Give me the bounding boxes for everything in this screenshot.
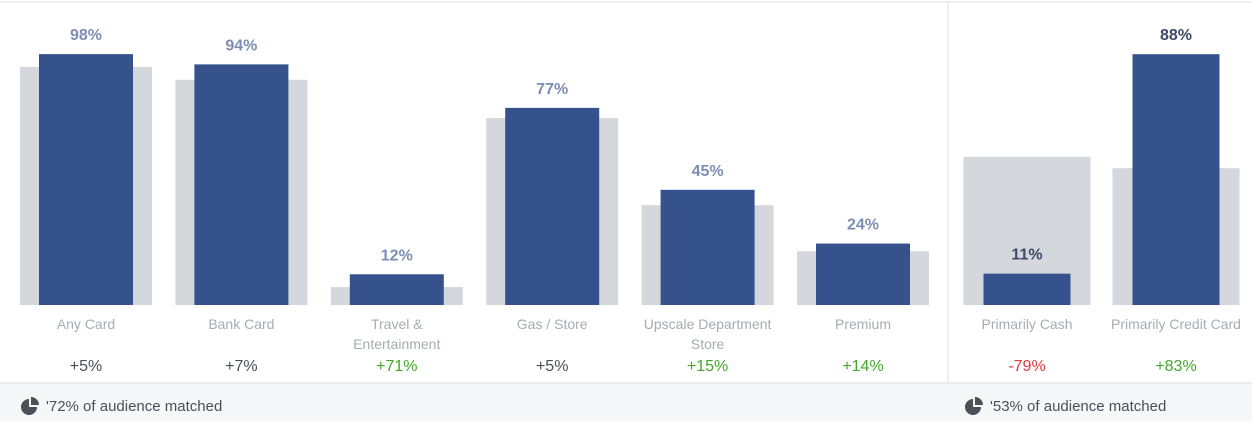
audience-bar: [505, 107, 600, 305]
category-label: Upscale Department Store: [643, 316, 772, 352]
difference-label: +7%: [225, 358, 258, 375]
category-label: Primarily Credit Card: [1111, 316, 1241, 332]
category-label: Primarily Cash: [981, 316, 1073, 332]
value-label: 45%: [692, 163, 724, 180]
difference-label: -79%: [1008, 358, 1046, 375]
value-label: 88%: [1160, 27, 1192, 44]
category-label: Gas / Store: [516, 316, 588, 332]
value-label: 98%: [70, 27, 102, 44]
difference-label: +14%: [842, 358, 884, 375]
audience-bar: [660, 189, 755, 305]
category-label: Bank Card: [208, 316, 275, 332]
value-label: 24%: [847, 217, 879, 234]
audience-bar: [39, 54, 133, 306]
value-label: 12%: [381, 247, 413, 264]
difference-label: +5%: [69, 358, 103, 375]
value-label: 94%: [225, 37, 257, 54]
pie-icon: [21, 397, 39, 415]
value-label: 11%: [1011, 247, 1042, 264]
pie-icon: [965, 397, 983, 415]
difference-label: +71%: [376, 358, 418, 375]
footer-text: '53% of audience matched: [990, 398, 1167, 415]
difference-label: +15%: [686, 358, 729, 375]
audience-bar: [816, 243, 910, 305]
category-label: Travel & Entertainment: [353, 316, 441, 352]
audience-bar: [1132, 54, 1220, 306]
difference-label: +83%: [1155, 358, 1197, 375]
difference-label: +5%: [535, 358, 569, 375]
audience-bar: [983, 273, 1071, 305]
footer-text: '72% of audience matched: [46, 398, 223, 415]
audience-bar: [349, 274, 444, 305]
category-label: Premium: [834, 316, 891, 332]
value-label: 77%: [536, 81, 568, 98]
footer-band: [0, 383, 1252, 421]
audience-bar: [194, 64, 289, 305]
category-label: Any Card: [56, 316, 116, 332]
